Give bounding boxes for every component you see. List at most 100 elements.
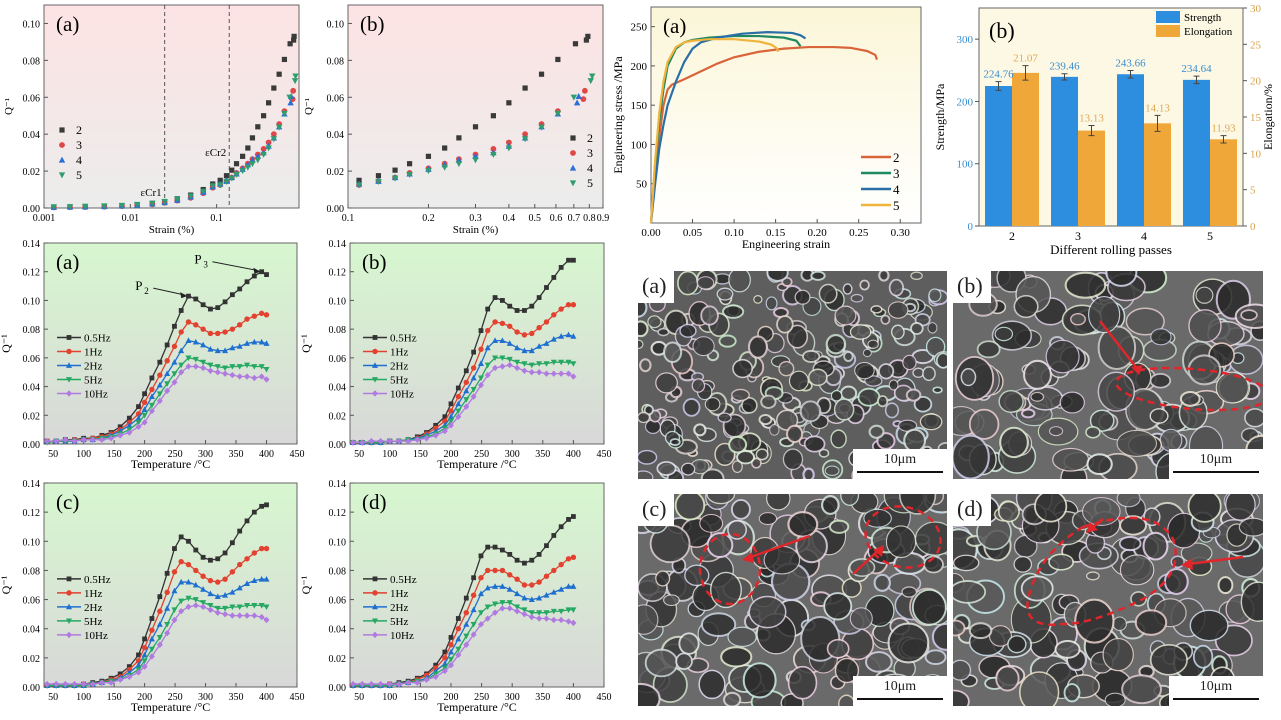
y-tick-label: 0.04 (23, 625, 41, 636)
y-tick-label: 0.04 (329, 383, 347, 394)
data-point (164, 381, 171, 387)
data-point (141, 419, 148, 426)
bar-elongation (1078, 130, 1105, 226)
data-point (208, 557, 213, 563)
data-point (463, 609, 469, 616)
data-point (254, 157, 262, 164)
y-axis-label: Q⁻¹ (0, 334, 13, 353)
data-point (185, 595, 192, 602)
x-tick-label: 0.4 (503, 213, 516, 224)
sem-dimple (679, 323, 697, 338)
x-tick-label: 50 (48, 692, 58, 703)
y-axis-label: Q⁻¹ (3, 98, 15, 115)
sem-dimple (830, 429, 847, 449)
annotation-subscript: 3 (203, 260, 208, 270)
data-point (244, 580, 251, 586)
sem-dimple (717, 412, 732, 423)
panel-label: (c) (56, 490, 79, 514)
data-point (565, 302, 572, 308)
x-axis-label: Temperature /°C (437, 457, 517, 471)
data-point (217, 182, 224, 189)
y-tick-label: 0.10 (329, 537, 347, 548)
sem-dimple (863, 508, 892, 528)
legend-marker (66, 576, 72, 582)
data-point (270, 131, 277, 138)
y-tick-label: 0.12 (23, 508, 41, 519)
data-point (222, 365, 229, 372)
sem-dimple (698, 669, 726, 700)
data-point (514, 308, 520, 313)
sem-dimple (919, 413, 943, 431)
sem-dimple (1013, 555, 1033, 573)
data-point (581, 87, 588, 94)
data-point (178, 347, 185, 354)
data-point (558, 306, 564, 312)
data-point (263, 545, 270, 552)
data-point (178, 534, 184, 540)
sem-dimple (647, 315, 662, 329)
data-point (406, 171, 413, 178)
sem-dimple (868, 424, 885, 439)
sem-dimple (720, 646, 753, 668)
data-point (414, 436, 421, 443)
data-point (192, 363, 199, 370)
sem-dimple (1086, 453, 1113, 476)
data-point (514, 329, 520, 335)
data-point (259, 503, 265, 509)
y-tick-label: 0.04 (329, 625, 347, 636)
panel-label: (a) (663, 14, 686, 38)
data-point (171, 616, 178, 624)
data-point (570, 607, 577, 613)
sem-dimple (932, 386, 943, 394)
sem-dimple (700, 612, 737, 637)
data-point (251, 550, 258, 556)
data-point (448, 642, 454, 648)
legend-label: 2Hz (84, 602, 102, 614)
y-tick-label: 0.12 (329, 508, 347, 519)
sem-dimple (753, 295, 763, 304)
data-point (580, 96, 587, 103)
x-tick-label: 450 (290, 449, 305, 460)
sem-dimple (788, 370, 809, 392)
data-point (538, 71, 545, 77)
sem-dimple (820, 495, 840, 515)
sem-dimple (801, 349, 821, 363)
data-point (149, 200, 156, 207)
sem-dimple (880, 314, 891, 325)
sem-dimple (995, 665, 1020, 692)
data-point (543, 615, 550, 622)
sem-dimple (1240, 309, 1258, 321)
sem-dimple (828, 519, 850, 534)
data-point (178, 362, 185, 369)
y2-tick-label: 5 (1250, 185, 1256, 197)
data-point (565, 583, 572, 589)
data-point (260, 146, 267, 152)
data-point (536, 615, 543, 622)
data-point (229, 292, 235, 298)
data-point (391, 175, 399, 182)
data-point (236, 373, 243, 380)
data-point (506, 340, 513, 346)
chart-temp-d: 50 100 150 200 250 300 350 400 450 0.00 0.02 0.04 0.… (299, 475, 620, 720)
data-point (207, 590, 214, 597)
y-tick-label: 0.14 (23, 239, 41, 250)
data-point (133, 201, 141, 208)
data-point (455, 408, 462, 415)
data-point (536, 361, 543, 367)
data-point (215, 330, 221, 337)
data-point (222, 592, 229, 598)
data-point (463, 641, 470, 648)
red-dashed-outline (698, 532, 762, 606)
value-label-elongation: 14.13 (1145, 102, 1170, 114)
legend-label: 5 (893, 198, 900, 213)
value-label-strength: 224.76 (983, 69, 1014, 81)
y-tick-label: 0.06 (329, 596, 347, 607)
bar-strength (1051, 76, 1078, 226)
data-point (214, 364, 221, 370)
sem-dimple (704, 397, 721, 412)
x-tick-label: 0.01 (122, 213, 140, 224)
data-point (185, 319, 192, 325)
y-tick-label: 250 (631, 22, 648, 34)
data-point (395, 437, 402, 445)
panel-label: (d) (362, 490, 387, 514)
